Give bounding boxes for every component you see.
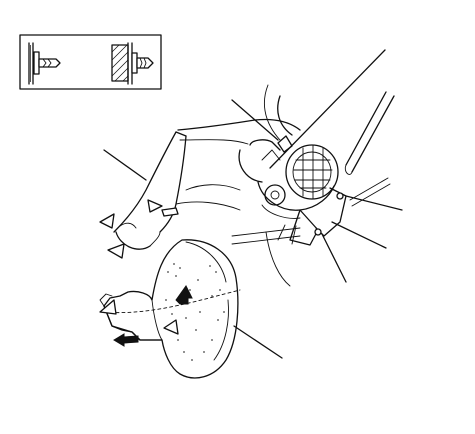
inset-border: [19, 34, 162, 90]
open-triangle-pointer-icon: [99, 199, 179, 335]
fastener-inset: [19, 34, 162, 90]
frame-rail: [263, 84, 395, 175]
callout-line-bracket: [321, 233, 347, 283]
callout-line-frame: [269, 49, 386, 169]
callout-leaders: [103, 49, 403, 359]
callout-line-housing: [103, 149, 147, 181]
engine-assembly: [177, 118, 391, 246]
cover-texture: [165, 263, 225, 361]
callout-line-plug: [231, 99, 279, 141]
callout-line-bolt-lower: [331, 221, 387, 249]
clip-installed-icon: [111, 42, 154, 85]
callout-line-cover: [233, 325, 283, 359]
filled-arrow-left-icon: [113, 333, 139, 347]
callout-line-bolt-upper: [345, 195, 403, 211]
filled-arrow-up-icon: [175, 285, 193, 305]
engine-cover: [99, 239, 241, 379]
clip-fastener-icon: [28, 42, 61, 85]
handle-housing: [113, 131, 301, 287]
